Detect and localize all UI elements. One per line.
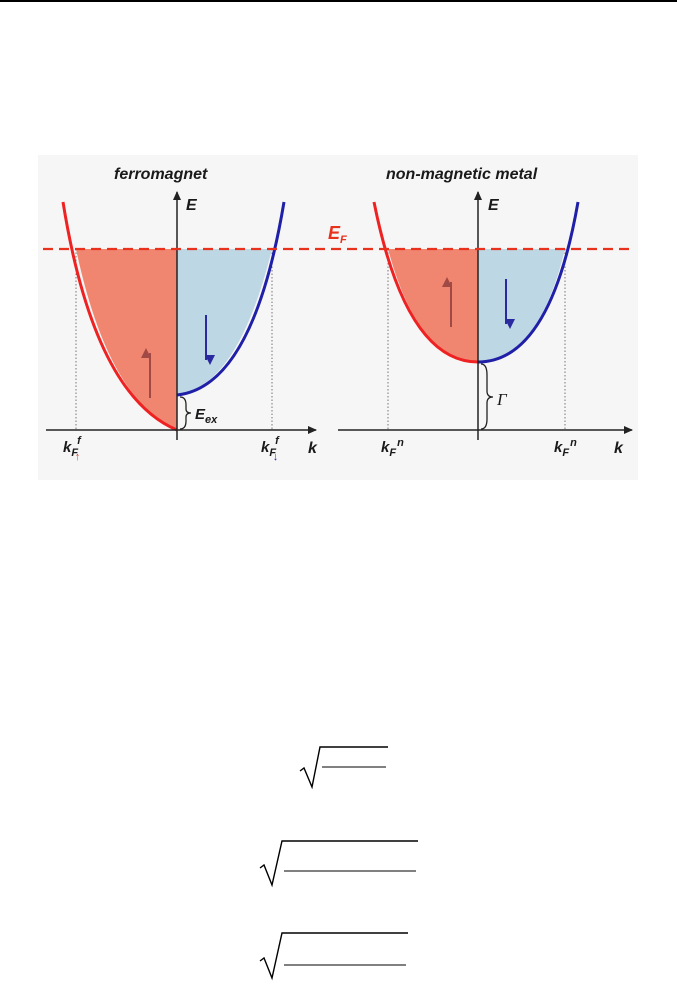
sqrt-1-radical — [299, 746, 388, 790]
spin-up-filled-states — [76, 249, 177, 430]
nm-spin-down-band-curve — [477, 201, 580, 364]
fermi-level-label: EF — [328, 223, 347, 246]
nm-spin-up-band-curve — [372, 201, 479, 364]
sqrt-1-svg — [299, 746, 388, 790]
spin-down-filled-states — [177, 249, 272, 395]
k-axis-label-right: k — [614, 440, 624, 457]
sqrt-3-svg — [259, 932, 408, 981]
kf-spin-down-label: kFf ↓ — [261, 435, 280, 463]
formula-sqrt-3 — [258, 930, 413, 987]
energy-axis-label-left: E — [186, 197, 198, 214]
band-diagram-svg: ferromagnet E Eex kFf ↑ kFf ↓ k — [38, 155, 638, 480]
ferromagnet-panel: ferromagnet E Eex kFf ↑ kFf ↓ k — [46, 166, 318, 463]
sqrt-3-radical — [259, 932, 408, 981]
sqrt-2-radical — [259, 840, 418, 888]
nm-kf-right-label: kFn — [554, 437, 577, 459]
energy-axis-label-right: E — [488, 197, 500, 214]
top-rule — [0, 0, 677, 2]
formula-sqrt-1 — [298, 745, 393, 795]
band-diagram-figure: ferromagnet E Eex kFf ↑ kFf ↓ k — [38, 155, 638, 480]
ferromagnet-title: ferromagnet — [114, 166, 208, 183]
sqrt-2-svg — [259, 840, 418, 888]
nm-kf-left-label: kFn — [381, 437, 404, 459]
exchange-energy-label: Eex — [195, 406, 218, 426]
gamma-offset-brace — [480, 363, 494, 430]
nm-spin-down-filled-states — [478, 249, 565, 362]
gamma-label: Γ — [496, 390, 508, 409]
kf-spin-up-label: kFf ↑ — [63, 435, 82, 463]
non-magnetic-metal-title: non-magnetic metal — [386, 166, 538, 183]
spin-down-band-curve — [176, 201, 286, 397]
k-axis-label-left: k — [308, 440, 318, 457]
spin-up-band-curve — [61, 201, 178, 432]
formula-sqrt-2 — [258, 838, 423, 893]
non-magnetic-metal-panel: non-magnetic metal E Γ kFn kFn k — [338, 166, 633, 459]
exchange-splitting-brace — [179, 396, 192, 430]
nm-spin-up-filled-states — [388, 249, 478, 362]
